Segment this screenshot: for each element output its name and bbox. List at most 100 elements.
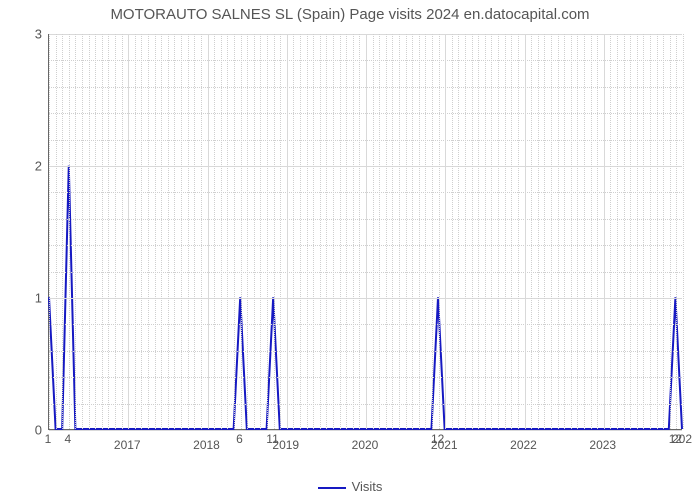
grid-v-minor <box>313 34 314 429</box>
x-small-label: 4 <box>64 432 71 446</box>
grid-v-minor <box>333 34 334 429</box>
grid-v-minor <box>406 34 407 429</box>
grid-v-major <box>525 34 526 429</box>
grid-v-minor <box>108 34 109 429</box>
grid-v-minor <box>214 34 215 429</box>
grid-v-minor <box>472 34 473 429</box>
grid-v-minor <box>498 34 499 429</box>
grid-v-minor <box>379 34 380 429</box>
x-year-label: 2023 <box>589 438 616 452</box>
grid-v-minor <box>221 34 222 429</box>
grid-v-minor <box>326 34 327 429</box>
legend-swatch <box>318 487 346 489</box>
x-small-label: 202 <box>672 432 692 446</box>
grid-v-minor <box>591 34 592 429</box>
grid-v-minor <box>234 34 235 429</box>
y-tick-label: 3 <box>20 27 42 42</box>
grid-v-minor <box>624 34 625 429</box>
grid-v-minor <box>300 34 301 429</box>
grid-v-minor <box>571 34 572 429</box>
x-year-label: 2022 <box>510 438 537 452</box>
grid-v-minor <box>584 34 585 429</box>
grid-v-minor <box>478 34 479 429</box>
grid-v-minor <box>161 34 162 429</box>
grid-v-minor <box>458 34 459 429</box>
grid-v-major <box>128 34 129 429</box>
x-small-label: 1 <box>45 432 52 446</box>
grid-v-minor <box>49 34 50 429</box>
grid-v-minor <box>399 34 400 429</box>
grid-v-minor <box>135 34 136 429</box>
grid-v-minor <box>247 34 248 429</box>
grid-v-minor <box>558 34 559 429</box>
grid-v-minor <box>267 34 268 429</box>
y-tick-label: 1 <box>20 291 42 306</box>
x-year-label: 2017 <box>114 438 141 452</box>
grid-v-minor <box>425 34 426 429</box>
chart-title: MOTORAUTO SALNES SL (Spain) Page visits … <box>0 6 700 23</box>
grid-v-major <box>366 34 367 429</box>
grid-v-minor <box>597 34 598 429</box>
grid-v-minor <box>56 34 57 429</box>
grid-v-minor <box>241 34 242 429</box>
grid-v-minor <box>630 34 631 429</box>
grid-v-minor <box>412 34 413 429</box>
grid-v-minor <box>174 34 175 429</box>
grid-v-minor <box>69 34 70 429</box>
grid-v-minor <box>320 34 321 429</box>
grid-v-minor <box>683 34 684 429</box>
grid-v-minor <box>274 34 275 429</box>
plot-area <box>48 34 682 430</box>
grid-v-minor <box>670 34 671 429</box>
grid-v-minor <box>141 34 142 429</box>
legend-label: Visits <box>352 479 383 494</box>
grid-v-minor <box>610 34 611 429</box>
grid-v-minor <box>89 34 90 429</box>
x-year-label: 2020 <box>352 438 379 452</box>
grid-v-minor <box>254 34 255 429</box>
grid-v-minor <box>168 34 169 429</box>
grid-v-major <box>604 34 605 429</box>
grid-v-minor <box>491 34 492 429</box>
grid-v-minor <box>201 34 202 429</box>
grid-v-minor <box>386 34 387 429</box>
grid-v-minor <box>518 34 519 429</box>
grid-v-minor <box>181 34 182 429</box>
grid-v-minor <box>650 34 651 429</box>
grid-v-minor <box>188 34 189 429</box>
grid-v-minor <box>122 34 123 429</box>
grid-v-minor <box>102 34 103 429</box>
grid-v-minor <box>432 34 433 429</box>
grid-v-minor <box>617 34 618 429</box>
grid-v-minor <box>544 34 545 429</box>
grid-v-minor <box>643 34 644 429</box>
x-small-label: 11 <box>266 432 278 446</box>
grid-v-minor <box>155 34 156 429</box>
grid-h-major <box>49 430 682 431</box>
grid-v-minor <box>663 34 664 429</box>
x-year-label: 2018 <box>193 438 220 452</box>
grid-v-minor <box>419 34 420 429</box>
x-small-label: 12 <box>431 432 444 446</box>
grid-v-minor <box>392 34 393 429</box>
grid-v-minor <box>637 34 638 429</box>
grid-v-minor <box>551 34 552 429</box>
grid-v-minor <box>95 34 96 429</box>
grid-v-minor <box>577 34 578 429</box>
grid-v-minor <box>75 34 76 429</box>
grid-v-major <box>208 34 209 429</box>
grid-v-minor <box>505 34 506 429</box>
grid-v-minor <box>62 34 63 429</box>
grid-v-minor <box>353 34 354 429</box>
grid-v-minor <box>307 34 308 429</box>
grid-v-minor <box>373 34 374 429</box>
grid-v-minor <box>564 34 565 429</box>
grid-v-minor <box>148 34 149 429</box>
grid-v-minor <box>260 34 261 429</box>
grid-v-minor <box>531 34 532 429</box>
grid-v-minor <box>115 34 116 429</box>
grid-v-minor <box>227 34 228 429</box>
y-tick-label: 0 <box>20 423 42 438</box>
grid-v-minor <box>676 34 677 429</box>
grid-v-minor <box>511 34 512 429</box>
